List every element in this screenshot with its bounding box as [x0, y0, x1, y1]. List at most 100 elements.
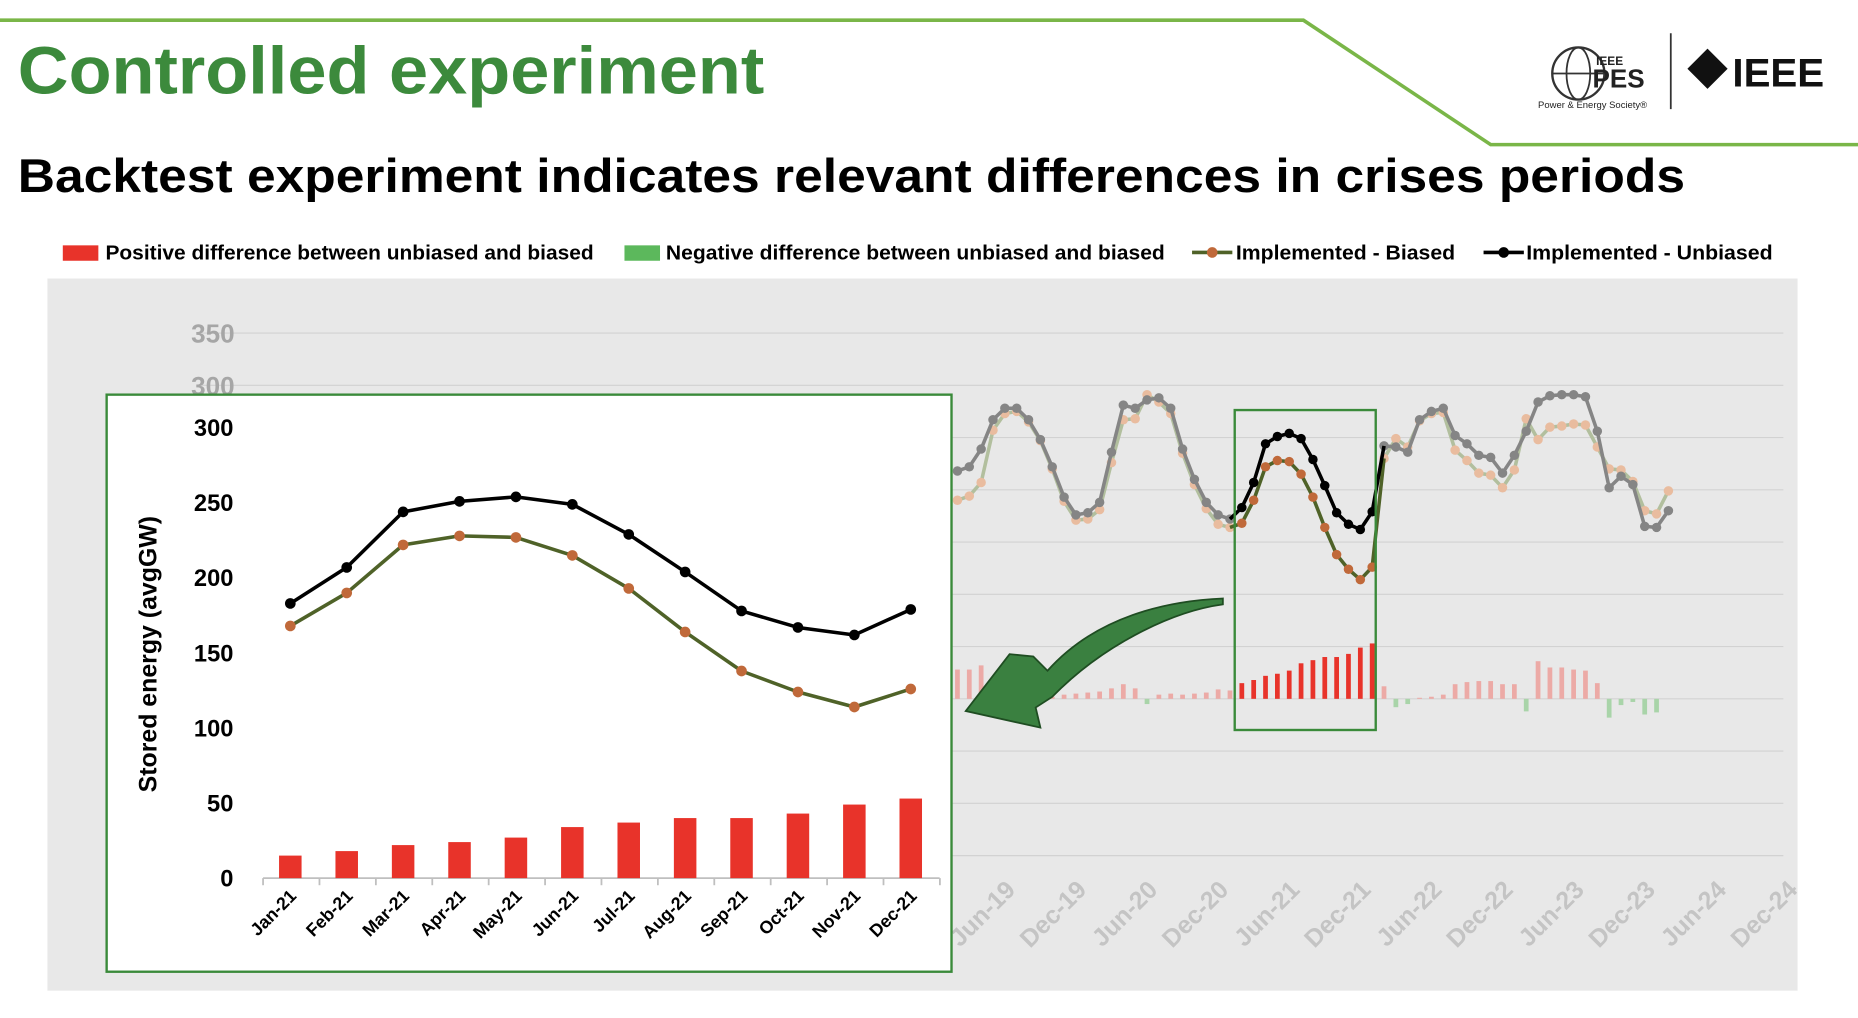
bar — [1571, 669, 1576, 699]
bar — [1298, 663, 1304, 699]
line-marker — [1533, 434, 1543, 445]
bar — [1061, 694, 1067, 699]
bar — [786, 813, 810, 879]
line-marker — [1154, 393, 1164, 403]
line-marker — [566, 550, 578, 561]
line-marker — [1663, 486, 1674, 496]
legend-swatch — [62, 245, 99, 261]
bar — [1203, 692, 1209, 699]
line-marker — [1083, 508, 1093, 518]
line-marker — [1545, 391, 1555, 401]
line-marker — [988, 415, 998, 425]
line-marker — [1497, 468, 1508, 478]
y-tick-label: 100 — [194, 716, 234, 742]
bar — [1334, 657, 1339, 699]
line-marker — [1142, 395, 1152, 405]
line-marker — [1094, 497, 1105, 508]
line-marker — [623, 529, 635, 540]
bar — [1488, 681, 1494, 699]
line-marker — [284, 620, 296, 632]
legend-label: Implemented - Unbiased — [1526, 243, 1772, 265]
bar — [1239, 683, 1245, 699]
line-marker — [679, 566, 691, 578]
bar — [1594, 683, 1600, 699]
bar — [1500, 684, 1505, 699]
legend-swatch — [624, 245, 661, 261]
line-marker — [1023, 415, 1034, 425]
line-marker — [1616, 471, 1626, 481]
line-marker — [1165, 403, 1176, 414]
bar — [561, 827, 584, 879]
bar — [617, 822, 640, 879]
line-marker — [623, 583, 635, 594]
line-marker — [1130, 403, 1140, 414]
y-tick-label: 300 — [194, 416, 234, 442]
y-axis-title: Stored energy (avgGW) — [134, 516, 162, 792]
bar — [1215, 689, 1221, 699]
line-marker — [1320, 522, 1330, 533]
line-marker — [849, 701, 860, 713]
line-marker — [1260, 462, 1271, 472]
line-marker — [1355, 524, 1366, 535]
line-marker — [1580, 420, 1591, 430]
bar — [1073, 693, 1079, 699]
line-marker — [1509, 450, 1520, 461]
line-marker — [1284, 428, 1294, 439]
line-marker — [1545, 422, 1555, 432]
pes-small: IEEE — [1596, 54, 1623, 68]
y-tick-label: 350 — [191, 319, 234, 349]
ieee-diamond — [1687, 48, 1728, 89]
line-marker — [1450, 430, 1460, 441]
bar — [1109, 688, 1114, 699]
line-marker — [1391, 442, 1401, 452]
line-marker — [1557, 389, 1567, 400]
line-marker — [1604, 482, 1614, 493]
pes-caption: Power & Energy Society® — [1538, 100, 1647, 111]
y-tick-label: 250 — [194, 491, 234, 517]
line-marker — [1592, 426, 1603, 437]
line-marker — [1438, 403, 1449, 414]
line-marker — [1296, 469, 1306, 479]
slide-title: Controlled experiment — [18, 35, 765, 109]
bar — [1156, 694, 1162, 699]
line-marker — [1308, 454, 1318, 465]
bar — [1251, 680, 1257, 699]
line-marker — [454, 530, 465, 542]
line-marker — [1272, 455, 1283, 466]
line-marker — [510, 532, 522, 543]
line-marker — [510, 491, 522, 503]
line-marker — [1308, 492, 1318, 502]
line-marker — [1248, 495, 1259, 505]
bar — [843, 804, 866, 879]
line-marker — [736, 665, 747, 677]
bar — [1227, 690, 1233, 699]
line-marker — [1580, 392, 1591, 402]
line-marker — [1391, 433, 1401, 444]
line-marker — [1474, 450, 1484, 461]
legend-marker — [1206, 247, 1218, 258]
pes-logo: IEEE PES Power & Energy Society® — [1538, 46, 1647, 111]
bar — [1476, 681, 1482, 699]
bar — [955, 669, 960, 699]
line-marker — [1059, 492, 1069, 502]
bar — [1381, 686, 1387, 699]
bar — [504, 837, 528, 879]
line-marker — [1414, 415, 1425, 425]
line-marker — [964, 462, 975, 472]
inset-frame — [105, 393, 953, 973]
line-marker — [1035, 434, 1046, 445]
line-marker — [1568, 419, 1579, 429]
header-rule — [0, 18, 1858, 147]
line-marker — [1450, 445, 1460, 455]
line-marker — [1237, 502, 1247, 513]
line-marker — [849, 629, 860, 641]
line-marker — [1011, 403, 1022, 414]
line-marker — [1213, 519, 1223, 530]
line-marker — [1497, 482, 1508, 493]
line-marker — [1213, 510, 1223, 520]
line-marker — [566, 499, 578, 510]
line-marker — [1379, 441, 1389, 451]
bar — [1180, 694, 1185, 699]
undefined — [289, 495, 912, 637]
bar — [673, 818, 697, 879]
